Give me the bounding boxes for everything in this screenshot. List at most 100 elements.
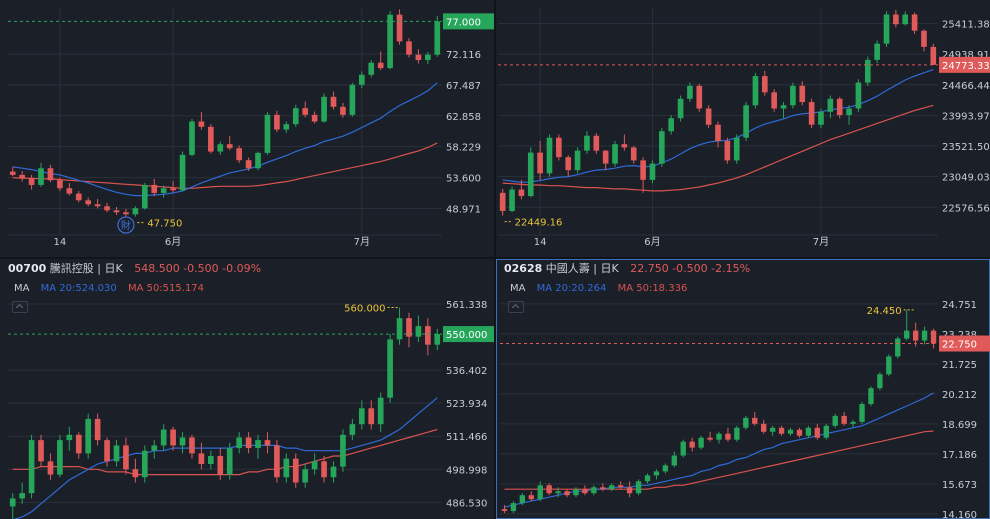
panel-divider-horizontal[interactable] [0,257,990,259]
candle [302,463,309,488]
ma-legend: MA MA 20:20.264 MA 50:18.336 [510,283,695,294]
candle [668,115,674,135]
candle [662,463,669,474]
ma-label[interactable]: MA [14,283,30,294]
candle-body [832,415,838,426]
y-tick-label: 23521.50 [942,142,990,153]
candle-body [509,189,515,211]
candle-body [584,135,590,151]
candle-body [349,84,356,115]
candle-body [930,46,937,65]
candle [930,43,937,65]
panel-divider-vertical[interactable] [494,0,496,519]
candle-body [677,98,684,119]
candle [574,147,581,174]
candle-body [311,461,318,470]
candle [104,437,110,467]
candle-body [132,469,139,478]
candle [264,112,271,155]
candle [635,479,642,496]
y-tick-label: 15.673 [942,480,977,491]
candle-body [893,14,899,25]
chart-panel-tencent[interactable]: 00700 騰訊控股 | 日K 548.500 -0.500 -0.09% MA… [0,259,494,519]
candle [66,426,73,451]
candle-body [85,200,92,205]
y-tick-label: 23049.03 [942,173,990,184]
candle [790,82,796,109]
candle [886,354,892,377]
ma-label[interactable]: MA [510,283,526,294]
y-tick-label: 22576.56 [942,203,990,214]
candle-body [527,152,534,197]
candle-body [425,54,431,61]
candle-body [170,188,176,191]
candlestick-chart[interactable]: 561.338 536.402 523.934 511.466 498.998 486.5… [0,259,494,519]
candle [626,481,633,498]
earnings-badge [117,216,135,234]
candle-body [593,135,600,151]
candle [160,424,167,451]
candle [94,413,101,446]
candle-body [198,121,205,127]
chart-panel-china-life[interactable]: 02628 中國人壽 | 日K 22.750 -0.500 -2.15% MA … [496,259,990,519]
candle [368,60,375,78]
candle-body [895,338,901,357]
candle-body [217,456,224,475]
candle-body [387,14,393,69]
candle-body [769,427,776,432]
candle [66,182,73,196]
candle [582,485,588,496]
candlestick-chart[interactable]: 72.116 67.487 62.858 58.229 53.600 48.971 14 6月… [0,0,494,257]
last-price-box [939,335,990,352]
candle [9,166,16,177]
candle-body [790,85,796,106]
candle [501,505,508,514]
candle [377,51,384,71]
candle [358,400,365,430]
candle-body [123,212,129,215]
candle-body [546,485,552,494]
last-price-box [443,13,494,30]
candle [818,108,824,128]
ma20-line [12,397,438,519]
candle-body [123,445,129,470]
stock-name[interactable]: 中國人壽 | 日K [545,262,619,275]
candle [151,178,158,197]
candle-body [518,189,525,197]
candle-body [499,192,506,211]
candle [85,197,92,207]
candle [761,419,767,434]
candlestick-chart[interactable]: 24.751 23.238 21.725 20.212 18.699 17.186 15.6… [496,259,990,519]
candle [573,487,579,498]
stock-name[interactable]: 騰訊控股 | 日K [49,262,123,275]
chart-panel-top-left[interactable]: 72.116 67.487 62.858 58.229 53.600 48.971 14 6月… [0,0,494,257]
candle-body [574,150,581,171]
candle-body [9,171,16,175]
candle [340,102,346,118]
candle [724,137,731,164]
candle-body [274,114,280,130]
candle [752,72,759,109]
candle [698,435,704,450]
candle-body [179,154,186,191]
chart-panel-top-right[interactable]: 25411.38 24938.91 24466.44 23993.97 23521.50… [496,0,990,257]
candle-body [274,445,280,478]
candle [546,483,552,496]
candle-body [808,102,815,125]
candle-body [57,180,63,189]
candle [705,105,712,128]
candle [787,427,794,436]
y-tick-label: 24938.91 [942,50,990,61]
candle-body [617,485,624,488]
candle [292,453,299,488]
candle [510,501,517,514]
candle [841,411,847,426]
candle-body [644,475,651,482]
candle-body [836,98,843,115]
collapse-button[interactable] [508,301,524,313]
candlestick-chart[interactable]: 25411.38 24938.91 24466.44 23993.97 23521.50… [496,0,990,257]
candle-body [396,14,403,42]
collapse-button[interactable] [12,301,28,313]
candle-body [626,487,633,494]
last-price-label: 22.750 [942,340,977,351]
